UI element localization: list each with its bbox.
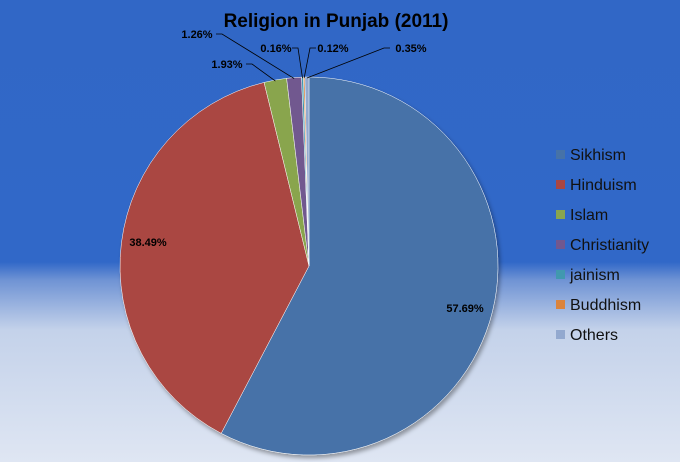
legend-label-islam: Islam [570, 207, 608, 224]
legend-swatch-christianity [556, 240, 565, 249]
legend-swatch-hinduism [556, 180, 565, 189]
chart-title: Religion in Punjab (2011) [224, 11, 449, 32]
leader-line-jainism [292, 47, 303, 79]
pie-slice-sikhism [220, 76, 499, 456]
legend-label-buddhism: Buddhism [570, 297, 641, 314]
data-label-hinduism: 38.49% [129, 237, 167, 249]
legend-swatch-sikhism [556, 150, 565, 159]
leader-line-others [306, 47, 390, 79]
data-label-sikhism: 57.69% [446, 303, 484, 315]
leader-line-buddhism [303, 47, 316, 79]
legend-swatch-buddhism [556, 300, 565, 309]
data-labels: 57.69% 38.49% 1.93% 1.26% 0.16% 0.12% 0.35% [129, 29, 484, 315]
legend-label-jainism: jainism [569, 267, 620, 284]
data-label-buddhism: 0.12% [317, 43, 348, 55]
legend-swatch-jainism [556, 270, 565, 279]
data-label-others: 0.35% [395, 43, 426, 55]
leader-line-christianity [216, 33, 295, 79]
legend-label-christianity: Christianity [570, 237, 649, 254]
pie-slice-hinduism [119, 82, 310, 434]
leader-lines [216, 33, 390, 82]
data-label-christianity: 1.26% [181, 29, 212, 41]
legend-label-hinduism: Hinduism [570, 177, 637, 194]
data-label-jainism: 0.16% [260, 43, 291, 55]
legend: Sikhism Hinduism Islam Christianity jainism B… [556, 147, 649, 344]
data-label-islam: 1.93% [211, 59, 242, 71]
legend-label-sikhism: Sikhism [570, 147, 626, 164]
legend-swatch-islam [556, 210, 565, 219]
legend-swatch-others [556, 330, 565, 339]
leader-line-islam [246, 63, 276, 82]
legend-label-others: Others [570, 327, 618, 344]
pie-slices [119, 76, 499, 456]
